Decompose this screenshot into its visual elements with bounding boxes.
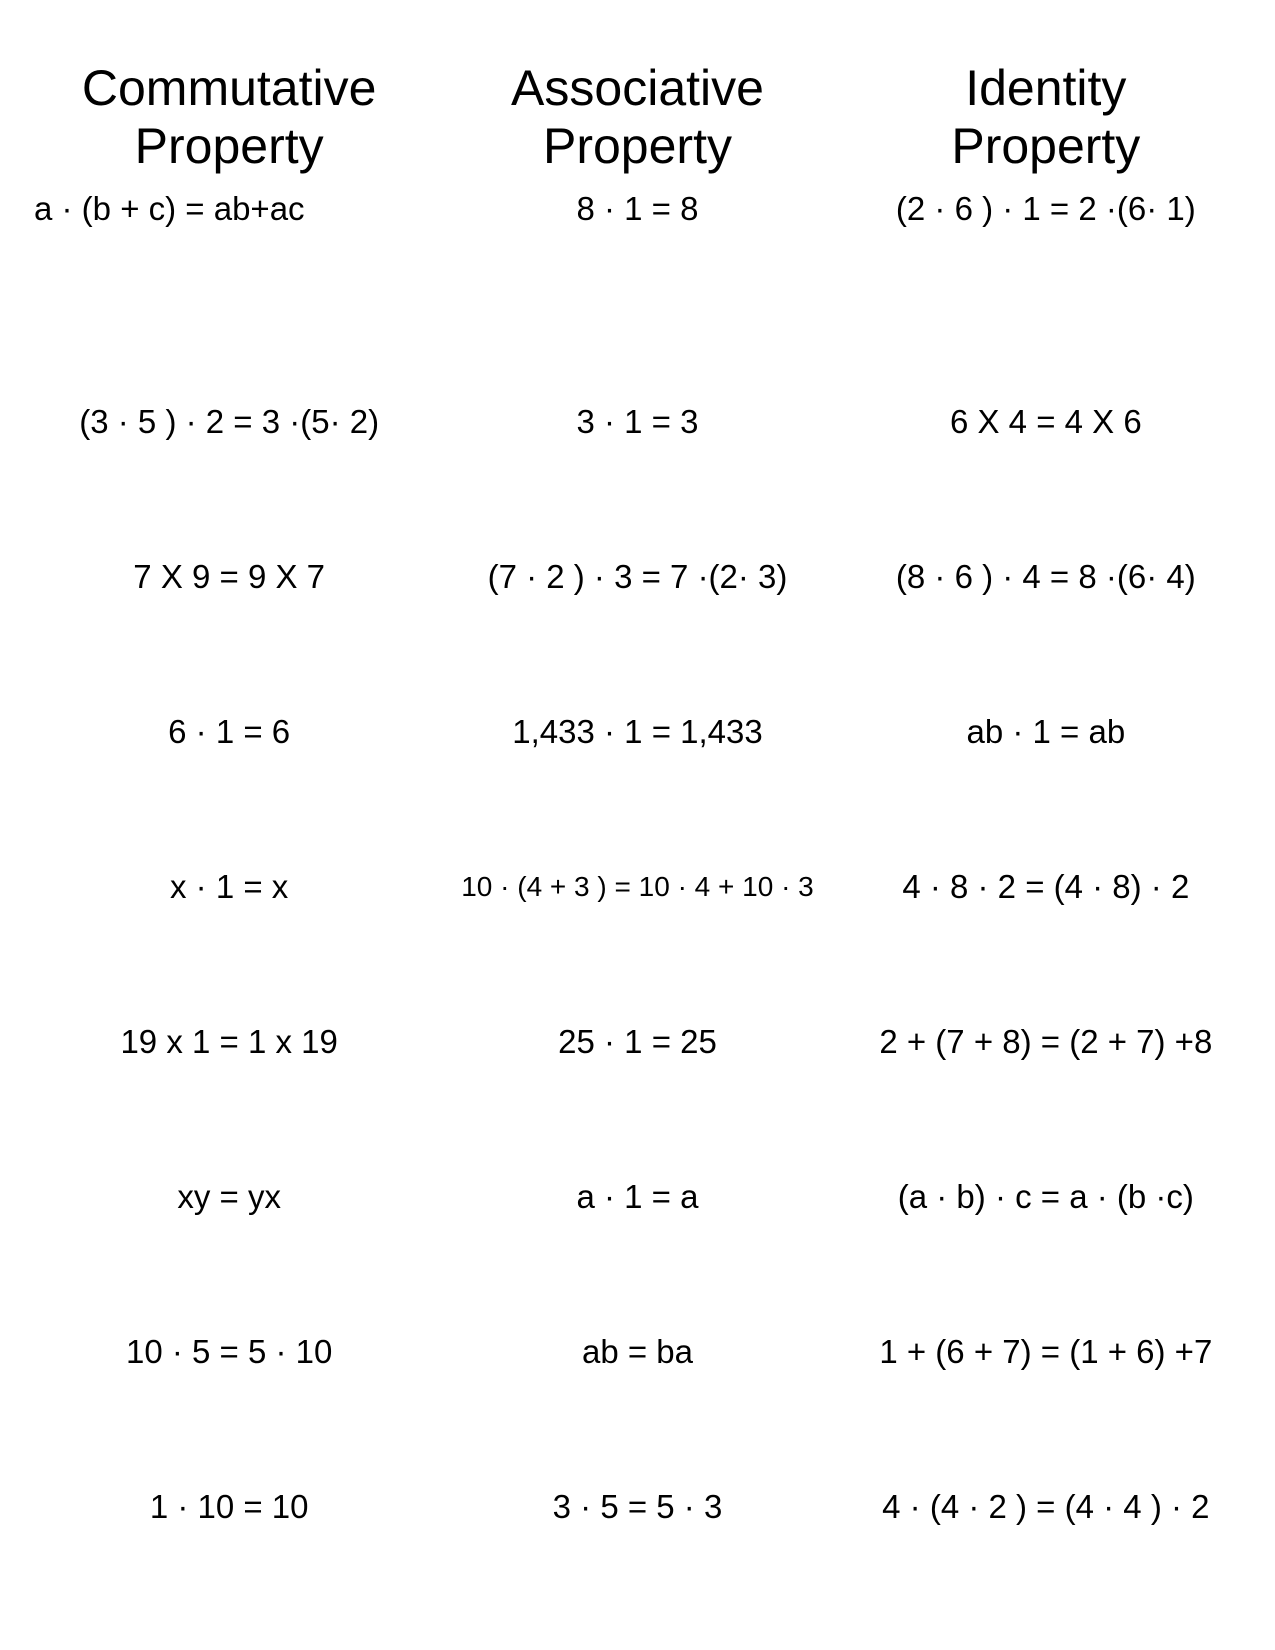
worksheet-cell: 7 X 9 = 9 X 7 bbox=[30, 499, 428, 654]
worksheet-cell: 1 + (6 + 7) = (1 + 6) +7 bbox=[847, 1274, 1245, 1429]
worksheet-cell: a · (b + c) = ab+ac bbox=[30, 185, 428, 344]
worksheet-cell: 1 · 10 = 10 bbox=[30, 1429, 428, 1584]
column-header-associative: AssociativeProperty bbox=[438, 60, 836, 185]
worksheet-cell: 4 · 8 · 2 = (4 · 8) · 2 bbox=[847, 809, 1245, 964]
worksheet-cell: 25 · 1 = 25 bbox=[438, 964, 836, 1119]
worksheet-cell: 6 · 1 = 6 bbox=[30, 654, 428, 809]
worksheet-cell: (a · b) · c = a · (b ·c) bbox=[847, 1119, 1245, 1274]
worksheet-cell: a · 1 = a bbox=[438, 1119, 836, 1274]
worksheet-cell: 6 X 4 = 4 X 6 bbox=[847, 344, 1245, 499]
worksheet-cell: 19 x 1 = 1 x 19 bbox=[30, 964, 428, 1119]
worksheet-grid: CommutativeProperty AssociativeProperty … bbox=[30, 60, 1245, 1584]
worksheet-cell: 10 · (4 + 3 ) = 10 · 4 + 10 · 3 bbox=[438, 809, 836, 964]
worksheet-cell: 2 + (7 + 8) = (2 + 7) +8 bbox=[847, 964, 1245, 1119]
worksheet-cell: (2 · 6 ) · 1 = 2 ·(6· 1) bbox=[847, 185, 1245, 344]
column-header-commutative: CommutativeProperty bbox=[30, 60, 428, 185]
worksheet-cell: 1,433 · 1 = 1,433 bbox=[438, 654, 836, 809]
worksheet-cell: xy = yx bbox=[30, 1119, 428, 1274]
worksheet-page: CommutativeProperty AssociativeProperty … bbox=[0, 0, 1275, 1650]
worksheet-cell: 4 · (4 · 2 ) = (4 · 4 ) · 2 bbox=[847, 1429, 1245, 1584]
worksheet-cell: (8 · 6 ) · 4 = 8 ·(6· 4) bbox=[847, 499, 1245, 654]
worksheet-cell: x · 1 = x bbox=[30, 809, 428, 964]
worksheet-cell: 8 · 1 = 8 bbox=[438, 185, 836, 344]
worksheet-cell: 3 · 1 = 3 bbox=[438, 344, 836, 499]
worksheet-cell: ab = ba bbox=[438, 1274, 836, 1429]
worksheet-cell: 3 · 5 = 5 · 3 bbox=[438, 1429, 836, 1584]
worksheet-cell: (7 · 2 ) · 3 = 7 ·(2· 3) bbox=[438, 499, 836, 654]
column-header-identity: IdentityProperty bbox=[847, 60, 1245, 185]
worksheet-cell: ab · 1 = ab bbox=[847, 654, 1245, 809]
worksheet-cell: (3 · 5 ) · 2 = 3 ·(5· 2) bbox=[30, 344, 428, 499]
worksheet-cell: 10 · 5 = 5 · 10 bbox=[30, 1274, 428, 1429]
